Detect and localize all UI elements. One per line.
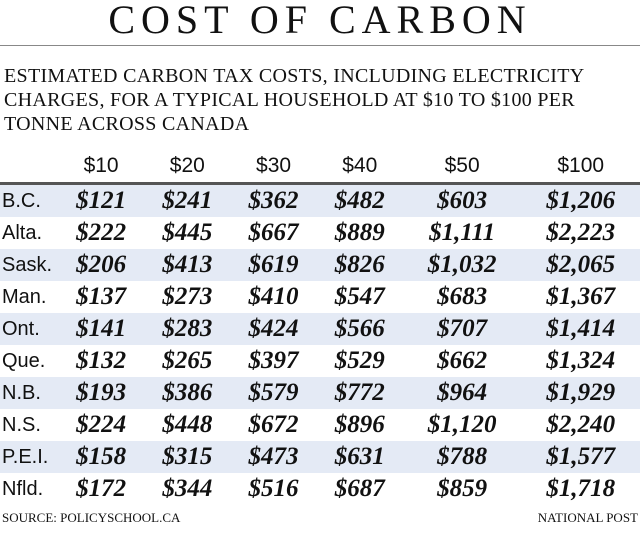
table-row: Man. $137 $273 $410 $547 $683 $1,367 <box>0 281 640 313</box>
cost-cell: $579 <box>230 377 317 409</box>
table-row: Que. $132 $265 $397 $529 $662 $1,324 <box>0 345 640 377</box>
cost-cell: $1,718 <box>546 475 616 502</box>
province-label: Man. <box>2 285 47 308</box>
table-row: N.B. $193 $386 $579 $772 $964 $1,929 <box>0 377 640 409</box>
cost-cell: $193 <box>58 377 145 409</box>
cost-cell: $445 <box>162 219 213 246</box>
cost-cell: $141 <box>58 313 145 345</box>
cost-cell: $132 <box>76 347 127 374</box>
title-divider <box>0 45 640 46</box>
cost-cell: $273 <box>162 283 213 310</box>
province-label: Que. <box>2 349 46 372</box>
cost-cell: $964 <box>402 377 522 409</box>
header-row: $10 $20 $30 $40 $50 $100 <box>0 150 640 185</box>
table-row: P.E.I. $158 $315 $473 $631 $788 $1,577 <box>0 441 640 473</box>
table-row: B.C. $121 $241 $362 $482 $603 $1,206 <box>0 183 640 217</box>
cost-cell: $516 <box>248 475 299 502</box>
cost-cell: $482 <box>316 183 403 217</box>
cost-cell: $315 <box>144 441 231 473</box>
cost-cell: $1,929 <box>521 377 640 409</box>
column-header: $40 <box>316 150 403 185</box>
cost-cell: $529 <box>334 347 385 374</box>
cost-cell: $896 <box>334 411 385 438</box>
cost-cell: $1,206 <box>521 183 640 217</box>
table-row: Alta. $222 $445 $667 $889 $1,111 $2,223 <box>0 217 640 249</box>
cost-cell: $473 <box>230 441 317 473</box>
source-note: SOURCE: POLICYSCHOOL.CA <box>2 510 181 525</box>
cost-cell: $566 <box>316 313 403 345</box>
cost-cell: $788 <box>402 441 522 473</box>
cost-cell: $121 <box>58 183 145 217</box>
chart-subtitle: ESTIMATED CARBON TAX COSTS, INCLUDING EL… <box>4 65 584 135</box>
cost-cell: $344 <box>162 475 213 502</box>
cost-cell: $424 <box>230 313 317 345</box>
column-header: $100 <box>521 150 640 185</box>
cost-cell: $1,324 <box>546 347 616 374</box>
cost-cell: $2,223 <box>546 219 616 246</box>
province-label: Ont. <box>0 313 58 345</box>
cost-cell: $283 <box>144 313 231 345</box>
cost-cell: $631 <box>316 441 403 473</box>
table-row: Ont. $141 $283 $424 $566 $707 $1,414 <box>0 313 640 345</box>
province-label: N.S. <box>2 413 41 436</box>
cost-table: $10 $20 $30 $40 $50 $100 B.C. $121 $241 $362 $482… <box>0 150 640 505</box>
cost-cell: $2,065 <box>521 249 640 281</box>
province-label: N.B. <box>0 377 58 409</box>
cost-cell: $1,032 <box>402 249 522 281</box>
province-label: Nfld. <box>2 477 44 500</box>
cost-cell: $137 <box>76 283 127 310</box>
cost-cell: $222 <box>76 219 127 246</box>
column-header: $50 <box>402 150 522 185</box>
cost-cell: $158 <box>58 441 145 473</box>
cost-cell: $448 <box>162 411 213 438</box>
cost-cell: $662 <box>437 347 488 374</box>
table-row: Nfld. $172 $344 $516 $687 $859 $1,718 <box>0 473 640 505</box>
cost-cell: $826 <box>316 249 403 281</box>
cost-cell: $265 <box>162 347 213 374</box>
table-row: N.S. $224 $448 $672 $896 $1,120 $2,240 <box>0 409 640 441</box>
cost-cell: $707 <box>402 313 522 345</box>
column-header: $30 <box>230 150 317 185</box>
cost-cell: $1,111 <box>429 219 496 246</box>
cost-cell: $413 <box>144 249 231 281</box>
cost-cell: $603 <box>402 183 522 217</box>
province-label: Sask. <box>0 249 58 281</box>
cost-cell: $1,120 <box>427 411 497 438</box>
chart-title: COST OF CARBON <box>108 0 532 42</box>
cost-cell: $2,240 <box>546 411 616 438</box>
cost-cell: $1,577 <box>521 441 640 473</box>
province-label: Alta. <box>2 221 43 244</box>
cost-cell: $859 <box>437 475 488 502</box>
cost-cell: $672 <box>248 411 299 438</box>
cost-cell: $172 <box>76 475 127 502</box>
column-header: $20 <box>144 150 231 185</box>
cost-cell: $206 <box>58 249 145 281</box>
cost-cell: $1,367 <box>546 283 616 310</box>
cost-cell: $619 <box>230 249 317 281</box>
province-label: P.E.I. <box>0 441 58 473</box>
cost-cell: $667 <box>248 219 299 246</box>
cost-cell: $889 <box>334 219 385 246</box>
credit: NATIONAL POST <box>537 510 638 525</box>
cost-cell: $772 <box>316 377 403 409</box>
cost-cell: $687 <box>334 475 385 502</box>
table-row: Sask. $206 $413 $619 $826 $1,032 $2,065 <box>0 249 640 281</box>
cost-cell: $362 <box>230 183 317 217</box>
cost-cell: $547 <box>334 283 385 310</box>
cost-cell: $241 <box>144 183 231 217</box>
cost-cell: $683 <box>437 283 488 310</box>
header-blank <box>0 150 58 185</box>
cost-cell: $397 <box>248 347 299 374</box>
province-label: B.C. <box>0 183 58 217</box>
cost-cell: $224 <box>76 411 127 438</box>
cost-cell: $1,414 <box>521 313 640 345</box>
cost-cell: $410 <box>248 283 299 310</box>
column-header: $10 <box>58 150 145 185</box>
cost-cell: $386 <box>144 377 231 409</box>
